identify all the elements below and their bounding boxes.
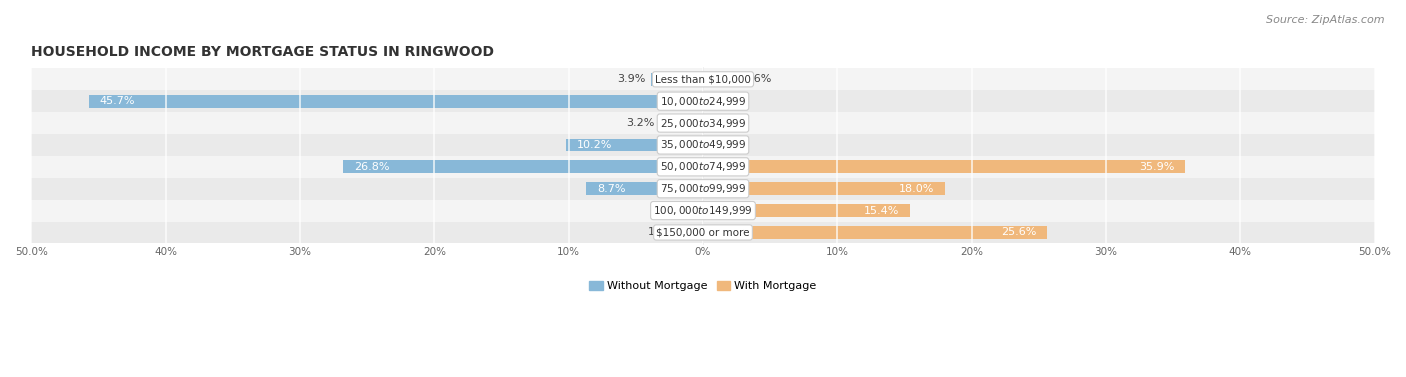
Bar xyxy=(703,226,1047,239)
Text: 0.0%: 0.0% xyxy=(709,140,737,150)
Text: $150,000 or more: $150,000 or more xyxy=(657,227,749,238)
Bar xyxy=(567,139,703,151)
Text: 1.6%: 1.6% xyxy=(648,227,676,238)
Text: 10.2%: 10.2% xyxy=(576,140,612,150)
Bar xyxy=(31,178,1375,200)
Text: $75,000 to $99,999: $75,000 to $99,999 xyxy=(659,182,747,195)
Bar xyxy=(703,182,945,195)
Bar xyxy=(31,156,1375,178)
Text: $100,000 to $149,999: $100,000 to $149,999 xyxy=(654,204,752,217)
Text: $35,000 to $49,999: $35,000 to $49,999 xyxy=(659,138,747,152)
Text: Less than $10,000: Less than $10,000 xyxy=(655,74,751,84)
Bar xyxy=(31,90,1375,112)
Bar xyxy=(31,222,1375,244)
Text: Source: ZipAtlas.com: Source: ZipAtlas.com xyxy=(1267,15,1385,25)
Legend: Without Mortgage, With Mortgage: Without Mortgage, With Mortgage xyxy=(585,276,821,296)
Text: $50,000 to $74,999: $50,000 to $74,999 xyxy=(659,160,747,173)
Text: 0.0%: 0.0% xyxy=(709,118,737,128)
Bar xyxy=(31,134,1375,156)
Text: 0.0%: 0.0% xyxy=(709,96,737,106)
Text: $25,000 to $34,999: $25,000 to $34,999 xyxy=(659,116,747,130)
Bar xyxy=(682,226,703,239)
Text: 18.0%: 18.0% xyxy=(898,184,934,194)
Bar xyxy=(89,95,703,107)
Bar xyxy=(703,161,1185,173)
Text: 15.4%: 15.4% xyxy=(863,205,898,216)
Text: 2.6%: 2.6% xyxy=(744,74,772,84)
Text: 35.9%: 35.9% xyxy=(1139,162,1174,172)
Text: HOUSEHOLD INCOME BY MORTGAGE STATUS IN RINGWOOD: HOUSEHOLD INCOME BY MORTGAGE STATUS IN R… xyxy=(31,45,495,59)
Bar xyxy=(31,200,1375,222)
Bar xyxy=(703,204,910,217)
Text: 45.7%: 45.7% xyxy=(100,96,135,106)
Bar xyxy=(703,73,738,86)
Text: 3.9%: 3.9% xyxy=(617,74,645,84)
Bar xyxy=(651,73,703,86)
Text: $10,000 to $24,999: $10,000 to $24,999 xyxy=(659,95,747,108)
Text: 0.0%: 0.0% xyxy=(669,205,697,216)
Text: 25.6%: 25.6% xyxy=(1001,227,1036,238)
Bar xyxy=(31,112,1375,134)
Text: 8.7%: 8.7% xyxy=(598,184,626,194)
Bar xyxy=(31,68,1375,90)
Bar xyxy=(343,161,703,173)
Text: 3.2%: 3.2% xyxy=(626,118,655,128)
Text: 26.8%: 26.8% xyxy=(354,162,389,172)
Bar xyxy=(586,182,703,195)
Bar xyxy=(659,117,703,129)
